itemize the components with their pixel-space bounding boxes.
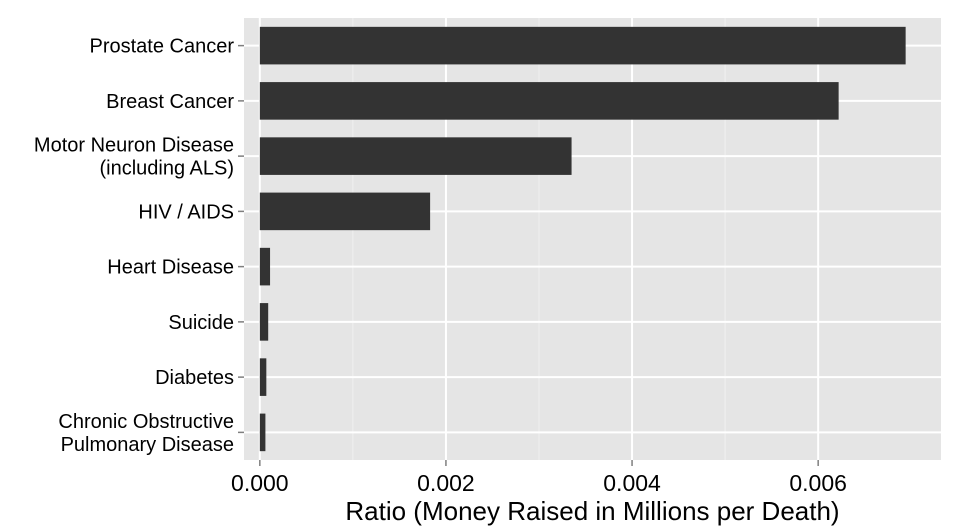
category-label-line: Breast Cancer (106, 91, 234, 113)
category-label-line: (including ALS) (99, 158, 234, 180)
category-label-line: HIV / AIDS (138, 201, 234, 223)
category-label-line: Heart Disease (107, 257, 234, 279)
category-label-line: Prostate Cancer (89, 36, 234, 58)
bar (259, 247, 271, 286)
category-label: Heart Disease (107, 257, 234, 279)
bar (259, 26, 906, 65)
x-axis-title: Ratio (Money Raised in Millions per Deat… (345, 496, 839, 526)
category-label: Diabetes (155, 367, 234, 389)
category-label: Breast Cancer (106, 91, 234, 113)
x-tick-label: 0.002 (417, 470, 475, 496)
category-label-line: Suicide (168, 312, 234, 334)
category-label: HIV / AIDS (138, 201, 234, 223)
bar (259, 413, 266, 452)
bar (259, 192, 431, 231)
bars (259, 26, 906, 452)
bar (259, 303, 269, 341)
x-tick-label: 0.000 (231, 470, 289, 496)
category-label: Motor Neuron Disease (including ALS) (34, 135, 234, 180)
category-label-line: Pulmonary Disease (61, 434, 234, 456)
x-tick-label: 0.006 (789, 470, 847, 496)
category-label-line: Motor Neuron Disease (34, 135, 234, 157)
category-label: Chronic Obstructive Pulmonary Disease (58, 411, 234, 456)
bar (259, 82, 839, 120)
category-label-line: Diabetes (155, 367, 234, 389)
bar (259, 358, 267, 396)
bar (259, 137, 572, 175)
category-label: Prostate Cancer (89, 36, 234, 58)
x-tick-label: 0.004 (603, 470, 661, 496)
category-ticks: Prostate Cancer Breast Cancer Motor Neuron… (34, 36, 244, 456)
x-axis-ticks: 0.000 0.002 0.004 0.006 (231, 460, 847, 496)
category-label-line: Chronic Obstructive (58, 411, 234, 433)
category-label: Suicide (168, 312, 234, 334)
